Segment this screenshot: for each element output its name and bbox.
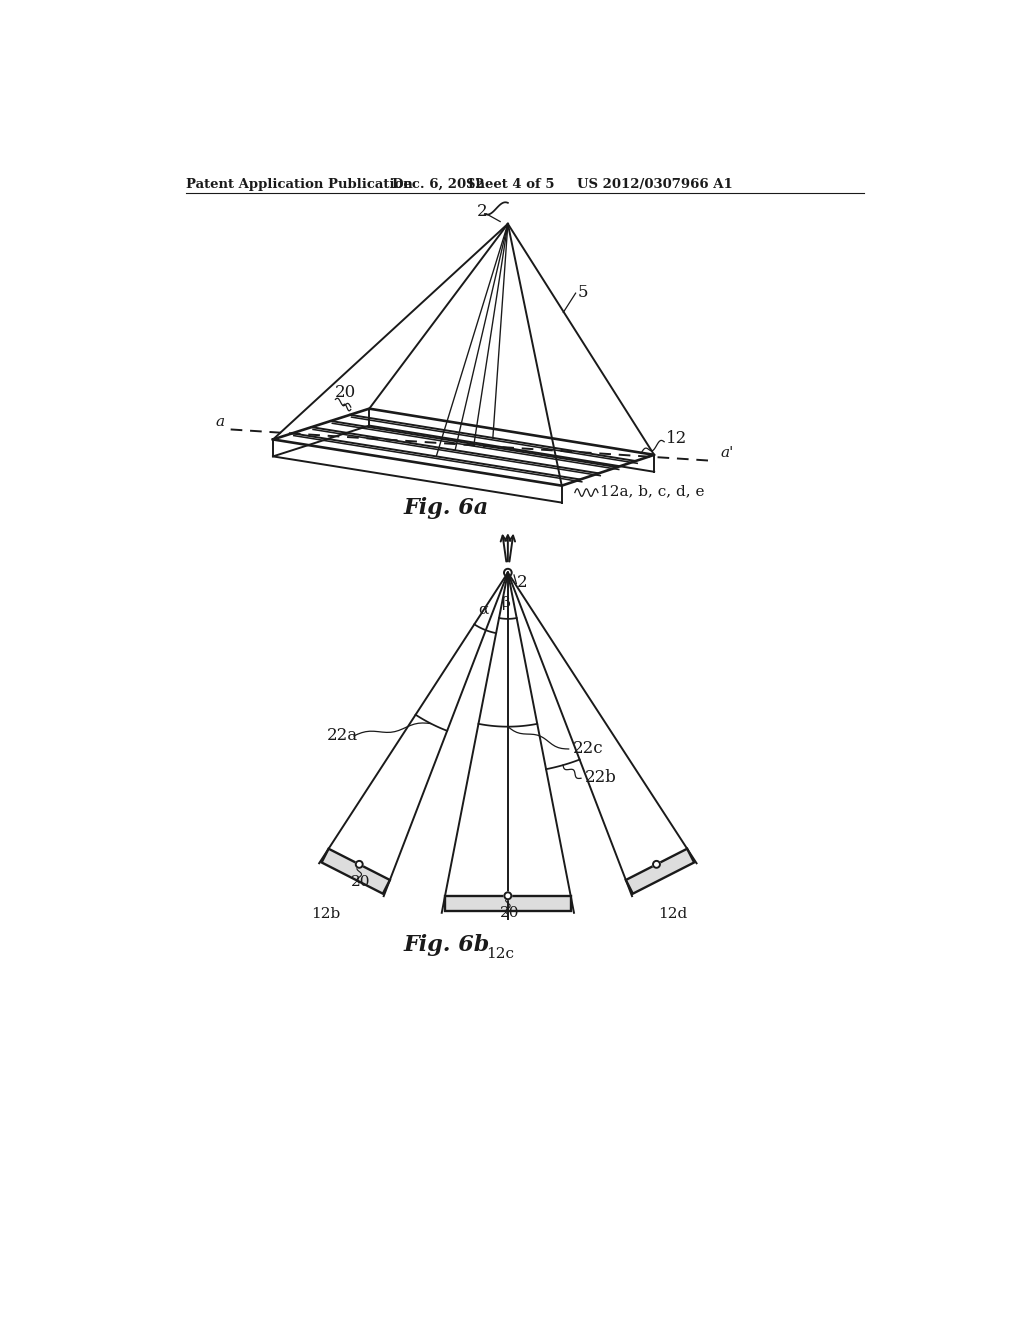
Text: Sheet 4 of 5: Sheet 4 of 5 [466,178,554,190]
Text: Dec. 6, 2012: Dec. 6, 2012 [392,178,485,190]
Polygon shape [445,896,570,911]
Text: 20: 20 [500,907,519,920]
Text: 22b: 22b [585,770,616,787]
Text: β: β [502,595,511,610]
Text: 2: 2 [477,203,487,220]
Text: a': a' [720,446,734,461]
Text: 12c: 12c [486,946,514,961]
Polygon shape [626,849,694,894]
Text: 22a: 22a [327,727,358,743]
Text: 22c: 22c [572,739,603,756]
Text: 12: 12 [666,430,687,447]
Polygon shape [322,849,390,894]
Circle shape [653,861,659,867]
Text: 12a, b, c, d, e: 12a, b, c, d, e [600,484,705,499]
Text: 5: 5 [578,284,588,301]
Text: 2: 2 [517,573,527,590]
Circle shape [505,892,511,899]
Text: Patent Application Publication: Patent Application Publication [186,178,413,190]
Text: 20: 20 [351,875,371,888]
Text: 20: 20 [335,384,356,401]
Text: 12b: 12b [311,907,340,921]
Text: US 2012/0307966 A1: US 2012/0307966 A1 [578,178,733,190]
Text: Fig. 6a: Fig. 6a [403,498,489,519]
Circle shape [355,861,362,867]
Text: α: α [478,602,488,616]
Text: a: a [215,416,224,429]
Text: Fig. 6b: Fig. 6b [403,935,490,957]
Text: 12d: 12d [658,907,688,921]
